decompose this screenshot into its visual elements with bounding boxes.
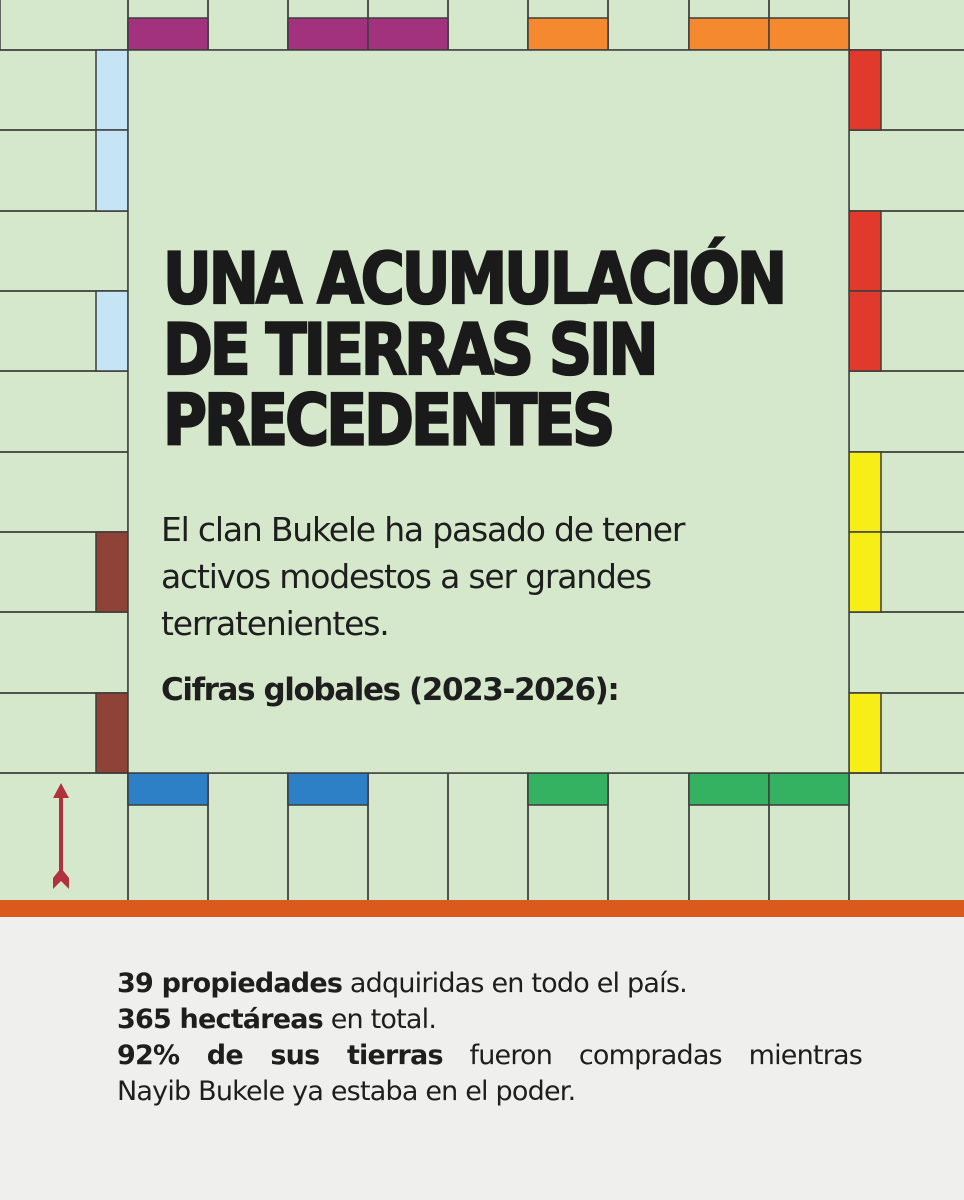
color-bar-light-blue [95,49,129,131]
fact-text: Nayib Bukele ya estaba en el poder. [117,1076,576,1107]
board-tile [848,129,964,212]
color-bar-purple [367,17,449,51]
right-column-tiles [848,49,964,774]
board-tile [848,0,964,51]
color-bar-green [688,772,770,806]
color-bar-green [527,772,609,806]
fact-text: fueron compradas mientras [442,1040,863,1071]
board-tile [0,611,129,694]
color-bar-orange [688,17,770,51]
board-tile [848,611,964,694]
color-bar-dark-blue [127,772,209,806]
fact-item: 365 hectáreas en total. [117,1002,862,1038]
subtitle: El clan Bukele ha pasado de tener activo… [161,510,685,643]
board-grid [0,0,964,900]
orange-divider [0,900,964,917]
board-tile [207,772,289,900]
color-bar-purple [287,17,369,51]
monopoly-board: UNA ACUMULACIÓN DE TIERRAS SIN PRECEDENT… [0,0,964,900]
board-tile [848,370,964,453]
color-bar-light-blue [95,290,129,372]
color-bar-red [848,210,882,292]
fact-item: 92% de sus tierras fueron compradas mien… [117,1038,863,1074]
color-bar-red [848,290,882,372]
color-bar-yellow [848,451,882,533]
fact-text: en total. [322,1004,437,1035]
page-title: UNA ACUMULACIÓN DE TIERRAS SIN PRECEDENT… [162,238,788,463]
board-tile [0,370,129,453]
board-tile [447,0,529,51]
footer-panel [0,917,964,1200]
board-tile [0,210,129,292]
color-bar-dark-blue [287,772,369,806]
fact-highlight: 365 hectáreas [117,1004,324,1035]
color-bar-brown [95,692,129,774]
color-bar-light-blue [95,129,129,212]
board-tile [848,772,964,900]
board-tile [607,0,690,51]
fact-item: 39 propiedades adquiridas en todo el paí… [117,966,862,1002]
fact-highlight: 39 propiedades [117,968,343,999]
board-center [127,49,850,774]
fact-item: Nayib Bukele ya estaba en el poder. [117,1074,862,1110]
section-heading: Cifras globales (2023-2026): [161,672,620,708]
board-tile [447,772,529,900]
color-bar-red [848,49,882,131]
board-tile [0,451,129,533]
up-arrow-icon [53,783,69,889]
board-tile [0,0,129,51]
color-bar-orange [527,17,609,51]
board-tile [367,772,449,900]
color-bar-yellow [848,531,882,613]
color-bar-orange [768,17,850,51]
color-bar-yellow [848,692,882,774]
fact-highlight: 92% de sus tierras [117,1040,444,1071]
board-tile [207,0,289,51]
board-tile [607,772,690,900]
facts-list: 39 propiedades adquiridas en todo el paí… [117,966,863,1110]
color-bar-green [768,772,850,806]
color-bar-brown [95,531,129,613]
fact-text: adquiridas en todo el país. [342,968,688,999]
color-bar-purple [127,17,209,51]
